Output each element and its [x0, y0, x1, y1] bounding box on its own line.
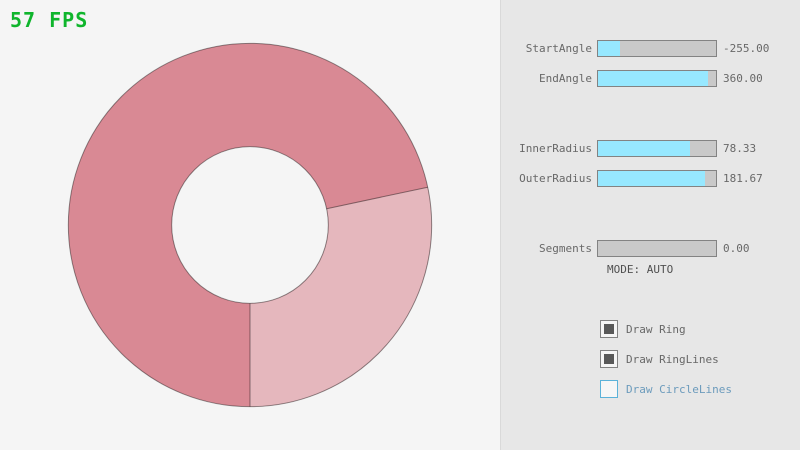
outerradius-slider[interactable] [597, 169, 717, 187]
outerradius-row: OuterRadius 181.67 [500, 169, 800, 187]
segments-row: Segments 0.00 [500, 239, 800, 257]
checkbox-label: Draw Ring [626, 322, 686, 336]
checkbox-label: Draw CircleLines [626, 382, 732, 396]
innerradius-slider[interactable] [597, 139, 717, 157]
endangle-label: EndAngle [539, 71, 592, 85]
checkbox-draw-ring[interactable]: Draw Ring [600, 320, 686, 338]
innerradius-value: 78.33 [723, 141, 757, 155]
segments-mode-label: MODE: AUTO [607, 263, 674, 276]
endangle-value: 360.00 [723, 71, 763, 85]
innerradius-row: InnerRadius 78.33 [500, 139, 800, 157]
checkbox-box[interactable] [600, 380, 618, 398]
innerradius-label: InnerRadius [519, 141, 592, 155]
endangle-slider[interactable] [597, 69, 717, 87]
checkbox-box[interactable] [600, 350, 618, 368]
segments-slider[interactable] [597, 239, 717, 257]
outerradius-label: OuterRadius [519, 171, 592, 185]
slider-fill [598, 70, 708, 86]
checkbox-draw-ringlines[interactable]: Draw RingLines [600, 350, 719, 368]
slider-fill [598, 140, 691, 156]
startangle-label: StartAngle [525, 41, 592, 55]
endangle-row: EndAngle 360.00 [500, 69, 800, 87]
fps-counter: 57 FPS [10, 8, 89, 32]
segments-label: Segments [539, 241, 592, 255]
slider-fill [598, 40, 621, 56]
checkbox-label: Draw RingLines [626, 352, 719, 366]
ring-shape [67, 42, 433, 408]
startangle-slider[interactable] [597, 39, 717, 57]
startangle-row: StartAngle -255.00 [500, 39, 800, 57]
checkbox-box[interactable] [600, 320, 618, 338]
segments-value: 0.00 [723, 241, 750, 255]
startangle-value: -255.00 [723, 41, 770, 55]
outerradius-value: 181.67 [723, 171, 763, 185]
checkbox-draw-circlelines[interactable]: Draw CircleLines [600, 380, 732, 398]
slider-fill [598, 170, 706, 186]
